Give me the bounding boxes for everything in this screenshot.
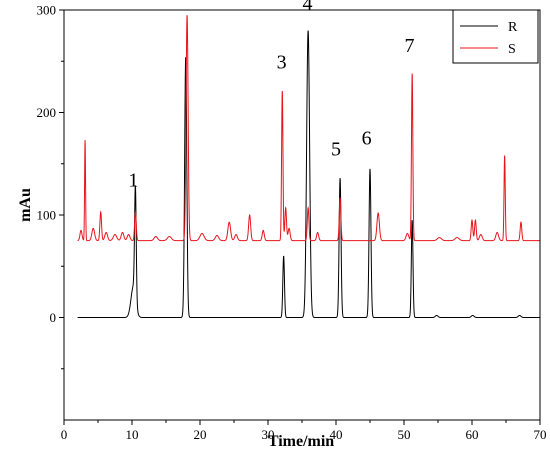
x-axis-title: Time/min <box>268 433 334 450</box>
peak-label-5: 5 <box>331 139 341 161</box>
series-line-s <box>77 15 540 242</box>
annotation-layer: 1234567 <box>128 0 414 191</box>
legend-label-r: R <box>508 20 518 35</box>
y-tick-label: 300 <box>37 3 57 18</box>
legend-label-s: S <box>508 42 516 57</box>
peak-label-3: 3 <box>277 51 287 73</box>
x-tick-label: 40 <box>330 427 343 442</box>
x-tick-label: 70 <box>534 427 547 442</box>
y-tick-label: 100 <box>37 208 57 223</box>
plot-layer <box>77 15 540 318</box>
x-tick-label: 10 <box>126 427 139 442</box>
x-tick-label: 20 <box>194 427 207 442</box>
x-tick-label: 30 <box>262 427 275 442</box>
peak-label-7: 7 <box>404 35 414 57</box>
y-tick-label: 200 <box>37 105 57 120</box>
y-tick-label: 0 <box>50 310 57 325</box>
legend-box <box>452 9 539 64</box>
peak-label-6: 6 <box>362 127 372 149</box>
peak-label-4: 4 <box>302 0 312 15</box>
x-tick-label: 50 <box>398 427 411 442</box>
x-tick-label: 0 <box>61 427 68 442</box>
x-tick-label: 60 <box>466 427 479 442</box>
axes-layer: 0 10 20 30 40 50 60 70 0 100 200 300 <box>37 3 547 443</box>
y-axis-title: mAu <box>17 188 34 222</box>
legend: R S <box>452 9 539 64</box>
series-line-r <box>77 30 540 318</box>
peak-label-1: 1 <box>128 169 138 191</box>
